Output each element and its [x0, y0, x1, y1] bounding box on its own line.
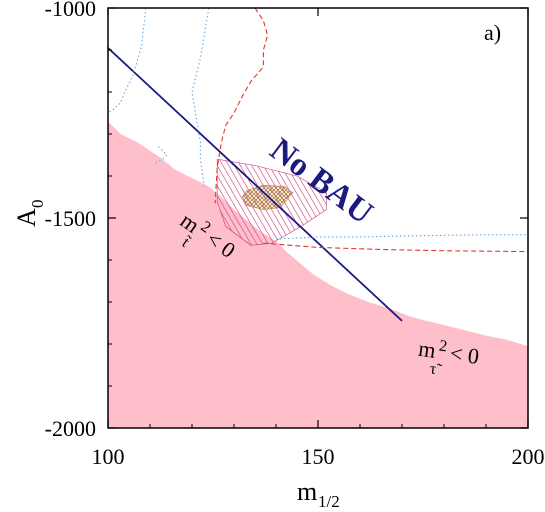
- x-tick-label-150: 150: [302, 444, 335, 469]
- y-axis-title-sub: 0: [28, 200, 47, 209]
- y-axis-title-main: A: [12, 208, 41, 227]
- excluded-region: [108, 121, 528, 428]
- series-line-7-dotted: [275, 234, 528, 240]
- y-tick-label--1000: -1000: [45, 0, 96, 21]
- series-line-5-dotted: [191, 8, 210, 189]
- x-axis-title-main: m: [297, 477, 317, 506]
- series-line-3-dashed: [263, 242, 528, 253]
- stau-m-label: m: [417, 336, 437, 363]
- y-axis-title: A 0: [12, 200, 47, 228]
- series-line-2-dashed: [214, 8, 269, 204]
- x-axis-title-sub: 1/2: [318, 492, 340, 511]
- series-line-4-dotted: [108, 8, 147, 114]
- y-tick-label--1500: -1500: [45, 206, 96, 231]
- stau-sup-label: 2: [438, 337, 448, 355]
- axes-ticks: 100 150 200 -2000 -1500 -1000: [45, 0, 545, 469]
- x-axis-title: m 1/2: [297, 477, 340, 511]
- series-line-1-solid: [108, 47, 403, 322]
- x-tick-label-100: 100: [92, 444, 125, 469]
- plot-area: [108, 8, 528, 428]
- y-tick-label--2000: -2000: [45, 416, 96, 441]
- x-tick-label-200: 200: [512, 444, 545, 469]
- panel-label: a): [484, 20, 501, 45]
- stau-cond-label: < 0: [449, 340, 481, 369]
